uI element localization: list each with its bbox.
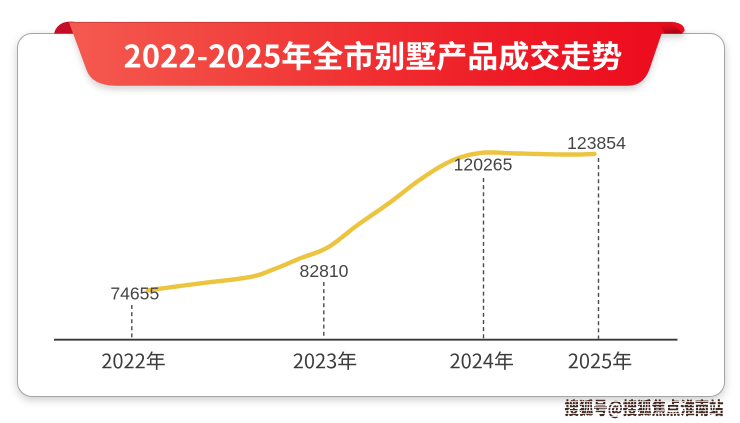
svg-text:74655: 74655 [110,284,159,304]
svg-text:82810: 82810 [300,261,349,281]
svg-text:123854: 123854 [567,133,626,153]
svg-text:120265: 120265 [454,155,513,175]
